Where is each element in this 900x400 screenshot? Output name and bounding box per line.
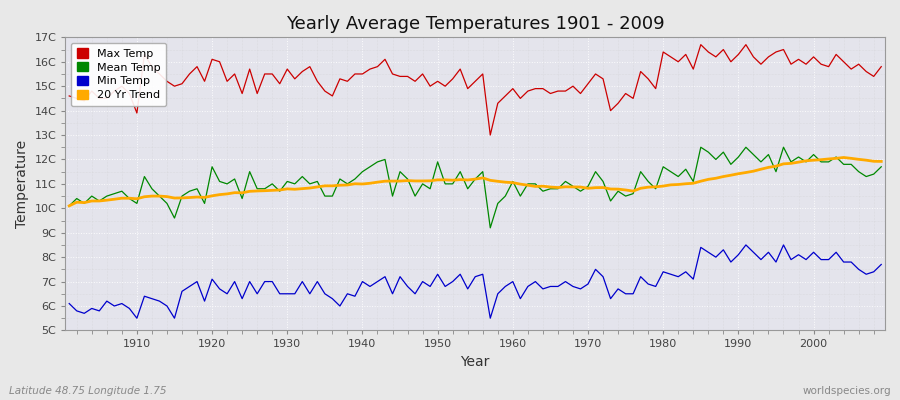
Legend: Max Temp, Mean Temp, Min Temp, 20 Yr Trend: Max Temp, Mean Temp, Min Temp, 20 Yr Tre… <box>71 43 166 106</box>
Title: Yearly Average Temperatures 1901 - 2009: Yearly Average Temperatures 1901 - 2009 <box>286 15 664 33</box>
Y-axis label: Temperature: Temperature <box>15 140 29 228</box>
X-axis label: Year: Year <box>461 355 490 369</box>
Text: worldspecies.org: worldspecies.org <box>803 386 891 396</box>
Text: Latitude 48.75 Longitude 1.75: Latitude 48.75 Longitude 1.75 <box>9 386 166 396</box>
